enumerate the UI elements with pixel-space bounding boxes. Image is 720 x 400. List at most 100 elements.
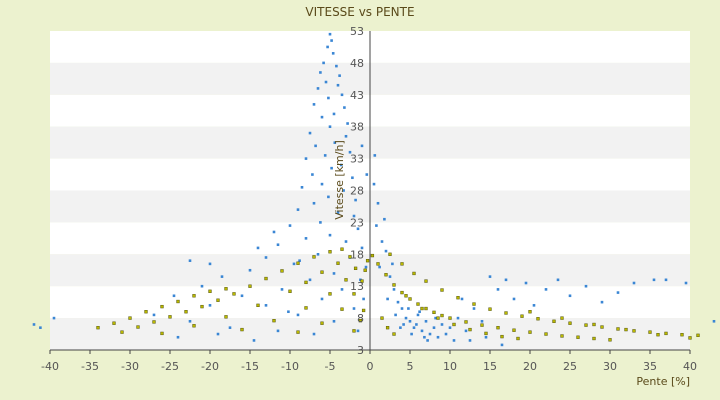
data-point	[296, 330, 300, 334]
data-point	[256, 246, 260, 250]
x-tick-label: 30	[603, 360, 617, 373]
data-point	[418, 310, 421, 314]
data-point	[351, 176, 354, 180]
data-point	[408, 319, 412, 323]
data-point	[331, 52, 335, 55]
x-tick-labels: -40 -35 -30 -25 -20 -15 -10 -5 0 5 10 15 20 25 30 35 40	[41, 350, 697, 373]
data-point	[480, 319, 484, 323]
x-tick-label: 25	[563, 360, 577, 373]
data-point	[192, 324, 196, 328]
data-point	[311, 173, 314, 176]
series-primary	[32, 32, 716, 347]
x-tick-label: -5	[325, 360, 336, 373]
data-point	[136, 325, 140, 329]
data-point	[160, 331, 164, 336]
data-point	[456, 316, 460, 320]
data-point	[532, 304, 536, 307]
data-point	[208, 289, 212, 293]
data-point	[488, 275, 492, 278]
data-point	[472, 307, 476, 310]
data-point	[296, 208, 300, 211]
data-point	[188, 259, 192, 262]
data-point	[96, 326, 100, 330]
series-secondary	[96, 247, 700, 342]
data-point	[327, 195, 330, 199]
data-point	[608, 338, 612, 342]
data-point	[376, 201, 380, 205]
x-tick-label: -20	[201, 360, 219, 373]
data-point	[312, 103, 316, 106]
data-point	[632, 281, 636, 285]
data-point	[348, 150, 352, 154]
data-point	[160, 304, 164, 309]
data-point	[272, 319, 276, 323]
data-point	[424, 279, 428, 283]
data-point	[323, 154, 327, 157]
data-point	[383, 217, 386, 221]
data-point	[296, 313, 300, 317]
data-point	[408, 297, 412, 301]
data-point	[440, 288, 444, 292]
data-point	[300, 186, 304, 189]
data-point	[314, 144, 317, 148]
data-point	[500, 343, 504, 347]
data-point	[432, 310, 436, 315]
data-point	[276, 243, 280, 247]
data-point	[656, 333, 660, 337]
data-point	[392, 283, 396, 287]
data-point	[324, 80, 328, 84]
data-point	[428, 332, 432, 336]
data-point	[344, 278, 348, 282]
data-point	[400, 290, 404, 295]
x-tick-label: -25	[161, 360, 179, 373]
data-point	[392, 288, 396, 291]
y-tick-label: 13	[350, 280, 364, 293]
data-point	[340, 93, 344, 97]
data-point	[568, 294, 572, 298]
x-tick-label: 35	[643, 360, 657, 373]
data-point	[504, 311, 508, 315]
data-point	[600, 325, 604, 329]
data-point	[304, 280, 308, 285]
data-point	[410, 332, 413, 336]
data-point	[416, 302, 420, 306]
data-point	[333, 141, 337, 144]
data-point	[152, 313, 156, 317]
data-point	[287, 310, 290, 314]
data-point	[352, 292, 356, 296]
data-point	[252, 339, 256, 342]
data-point	[224, 287, 228, 291]
data-point	[616, 327, 620, 331]
data-point	[528, 330, 532, 334]
y-tick-label: 18	[350, 248, 364, 261]
data-point	[288, 289, 292, 293]
data-point	[576, 335, 580, 339]
y-tick-label: 28	[350, 185, 364, 198]
data-point	[584, 284, 588, 288]
x-tick-label: -30	[121, 360, 139, 373]
data-point	[372, 182, 376, 186]
data-point	[336, 83, 340, 87]
data-point	[363, 268, 367, 272]
data-point	[360, 246, 364, 250]
data-point	[188, 319, 192, 323]
data-point	[480, 323, 484, 327]
data-point	[330, 39, 333, 42]
data-point	[392, 332, 396, 336]
data-point	[328, 125, 332, 128]
y-tick-label: 23	[350, 216, 364, 229]
data-point	[292, 262, 296, 266]
data-point	[328, 32, 332, 36]
data-point	[336, 211, 340, 215]
data-point	[176, 299, 180, 304]
data-point	[240, 294, 244, 298]
data-point	[424, 306, 428, 311]
data-point	[378, 265, 381, 269]
data-point	[176, 335, 180, 339]
data-point	[504, 278, 508, 282]
data-point	[228, 326, 232, 329]
data-point	[512, 328, 516, 332]
data-point	[344, 134, 348, 138]
data-point	[386, 297, 389, 301]
